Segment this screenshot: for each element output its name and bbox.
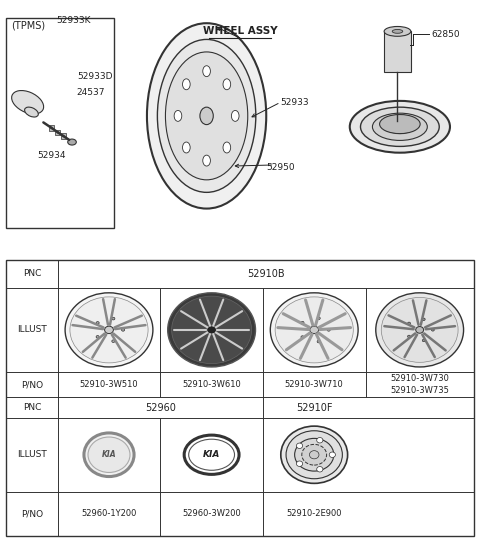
Ellipse shape xyxy=(24,107,38,117)
Ellipse shape xyxy=(408,335,410,338)
Text: KIA: KIA xyxy=(102,450,116,459)
Ellipse shape xyxy=(70,297,148,363)
Text: P/NO: P/NO xyxy=(21,509,43,518)
Text: 52960-3W200: 52960-3W200 xyxy=(182,509,241,518)
Ellipse shape xyxy=(422,339,425,341)
Ellipse shape xyxy=(12,90,44,114)
Ellipse shape xyxy=(317,437,323,443)
Ellipse shape xyxy=(84,433,134,477)
Ellipse shape xyxy=(112,317,115,320)
Ellipse shape xyxy=(297,461,302,466)
Ellipse shape xyxy=(166,52,248,180)
Text: 52933: 52933 xyxy=(281,98,309,107)
Ellipse shape xyxy=(174,111,182,121)
Bar xyxy=(6,18,114,227)
Ellipse shape xyxy=(96,335,99,338)
Ellipse shape xyxy=(381,298,458,362)
Bar xyxy=(384,31,411,72)
Ellipse shape xyxy=(147,23,266,209)
Ellipse shape xyxy=(302,444,326,465)
Text: 52910-3W730
52910-3W735: 52910-3W730 52910-3W735 xyxy=(390,374,449,395)
Text: WHEEL ASSY: WHEEL ASSY xyxy=(203,26,277,36)
Ellipse shape xyxy=(207,326,216,334)
Ellipse shape xyxy=(360,107,439,146)
Ellipse shape xyxy=(422,318,425,321)
Ellipse shape xyxy=(223,79,231,90)
Ellipse shape xyxy=(297,443,302,448)
Ellipse shape xyxy=(189,439,235,470)
Ellipse shape xyxy=(172,296,252,364)
Text: 52933D: 52933D xyxy=(77,72,112,81)
Ellipse shape xyxy=(310,326,319,334)
Ellipse shape xyxy=(96,322,99,324)
Ellipse shape xyxy=(281,426,348,483)
Ellipse shape xyxy=(432,329,434,331)
Text: 62850: 62850 xyxy=(431,30,459,38)
Ellipse shape xyxy=(270,293,358,367)
Ellipse shape xyxy=(416,327,424,333)
Text: PNC: PNC xyxy=(23,270,41,278)
Ellipse shape xyxy=(231,111,239,121)
Text: 52960-1Y200: 52960-1Y200 xyxy=(81,509,137,518)
Ellipse shape xyxy=(350,101,450,153)
Ellipse shape xyxy=(295,438,334,471)
Ellipse shape xyxy=(203,155,210,166)
Ellipse shape xyxy=(286,431,342,479)
Text: 24537: 24537 xyxy=(77,88,105,98)
Ellipse shape xyxy=(68,139,76,145)
Text: 52950: 52950 xyxy=(266,163,295,172)
Text: 52910-3W710: 52910-3W710 xyxy=(285,380,344,389)
Ellipse shape xyxy=(310,450,319,459)
Text: 52934: 52934 xyxy=(37,151,66,159)
Text: ILLUST: ILLUST xyxy=(17,326,47,334)
Ellipse shape xyxy=(317,317,320,319)
Ellipse shape xyxy=(65,293,153,367)
Text: 52910-3W510: 52910-3W510 xyxy=(80,380,138,389)
Ellipse shape xyxy=(317,340,320,343)
Text: 52910F: 52910F xyxy=(296,403,333,413)
Ellipse shape xyxy=(392,30,403,33)
Ellipse shape xyxy=(385,120,414,134)
Ellipse shape xyxy=(200,107,213,124)
Ellipse shape xyxy=(372,113,427,140)
Ellipse shape xyxy=(327,329,330,331)
Text: 52910-3W610: 52910-3W610 xyxy=(182,380,241,389)
Bar xyxy=(55,129,60,135)
Text: P/NO: P/NO xyxy=(21,380,43,389)
Text: PNC: PNC xyxy=(23,403,41,412)
Ellipse shape xyxy=(182,79,190,90)
Ellipse shape xyxy=(168,293,255,367)
Text: (TPMS): (TPMS) xyxy=(11,20,45,31)
Ellipse shape xyxy=(121,329,125,331)
Ellipse shape xyxy=(203,66,210,77)
Ellipse shape xyxy=(376,293,464,367)
Bar xyxy=(6,260,474,536)
Ellipse shape xyxy=(157,39,256,192)
Ellipse shape xyxy=(317,466,323,472)
Ellipse shape xyxy=(112,340,115,342)
Ellipse shape xyxy=(184,435,239,475)
Text: KIA: KIA xyxy=(203,450,220,459)
Bar xyxy=(61,133,66,139)
Ellipse shape xyxy=(88,437,130,472)
Ellipse shape xyxy=(301,321,304,324)
Text: 52910B: 52910B xyxy=(247,269,285,279)
Text: 52933K: 52933K xyxy=(56,16,91,25)
Text: 52910-2E900: 52910-2E900 xyxy=(287,509,342,518)
Ellipse shape xyxy=(105,326,113,334)
Text: ILLUST: ILLUST xyxy=(17,450,47,459)
Ellipse shape xyxy=(384,26,411,36)
Ellipse shape xyxy=(182,142,190,153)
Ellipse shape xyxy=(380,115,420,134)
Ellipse shape xyxy=(275,297,353,363)
Ellipse shape xyxy=(301,336,304,338)
Ellipse shape xyxy=(223,142,231,153)
Ellipse shape xyxy=(329,452,336,458)
Ellipse shape xyxy=(408,322,410,324)
Text: 52960: 52960 xyxy=(145,403,176,413)
Bar xyxy=(49,125,54,130)
